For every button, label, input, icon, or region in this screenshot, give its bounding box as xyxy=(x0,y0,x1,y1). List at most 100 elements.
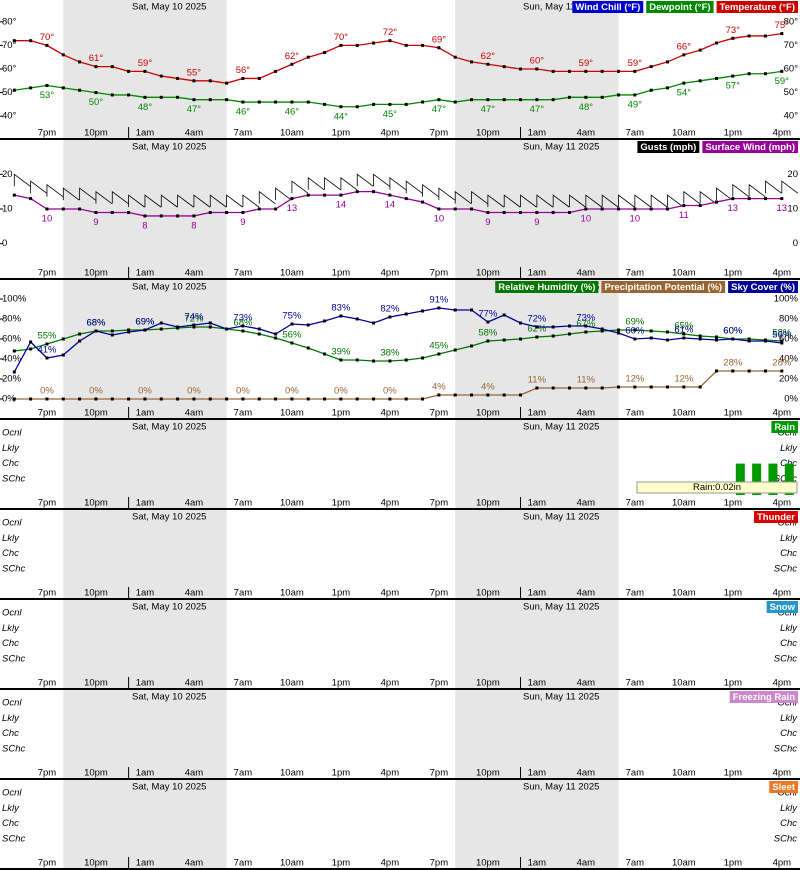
y-tick-label-right: 60% xyxy=(779,334,799,345)
point xyxy=(649,207,653,211)
point xyxy=(323,102,327,106)
x-tick-label: 7pm xyxy=(38,588,57,599)
point xyxy=(584,386,588,390)
x-tick-label: 10pm xyxy=(476,128,500,139)
night-shade xyxy=(455,280,619,418)
point xyxy=(127,210,131,214)
data-label: 14 xyxy=(385,200,396,211)
point xyxy=(486,320,490,324)
point xyxy=(274,332,278,336)
gust-flag xyxy=(79,187,96,201)
point xyxy=(159,214,163,218)
gust-flag xyxy=(373,173,390,187)
legend-label: Thunder xyxy=(757,512,795,523)
point xyxy=(159,321,163,325)
point xyxy=(731,197,735,201)
x-tick-label: 7pm xyxy=(430,498,449,509)
y-tick-label: 10 xyxy=(2,204,13,215)
point xyxy=(208,210,212,214)
data-label: 66° xyxy=(677,41,692,52)
series-line xyxy=(14,32,782,84)
x-tick-label: 10pm xyxy=(84,128,108,139)
point xyxy=(421,356,425,360)
y-tick-label-right: 100% xyxy=(774,294,799,305)
data-label: 47° xyxy=(432,104,447,115)
data-label: 72% xyxy=(527,314,547,325)
point xyxy=(241,210,245,214)
gust-flag xyxy=(438,187,456,201)
x-tick-label: 4am xyxy=(185,678,204,689)
data-label: 47° xyxy=(481,104,496,115)
x-tick-label: 7am xyxy=(626,858,645,869)
date-label: Sat, May 10 2025 xyxy=(132,602,206,613)
data-label: 12% xyxy=(674,374,694,385)
point xyxy=(176,397,180,401)
point xyxy=(519,393,523,397)
x-tick-label: 10pm xyxy=(84,768,108,779)
point xyxy=(502,65,506,69)
point xyxy=(666,338,669,342)
point xyxy=(127,330,131,334)
gust-flag xyxy=(618,194,635,208)
point xyxy=(29,39,33,43)
y-tick-label-right: 80° xyxy=(784,16,799,27)
point xyxy=(192,323,196,327)
level-label-right: Chc xyxy=(780,638,797,649)
date-label: Sat, May 10 2025 xyxy=(132,142,206,153)
gust-flag xyxy=(520,194,537,208)
data-label: 0% xyxy=(285,386,299,397)
x-tick-label: 10am xyxy=(672,408,696,419)
point xyxy=(747,337,751,341)
point xyxy=(421,100,425,104)
point xyxy=(29,86,33,90)
point xyxy=(747,197,751,201)
point xyxy=(225,327,229,331)
data-label: 68% xyxy=(233,318,253,329)
point xyxy=(584,95,588,99)
x-tick-label: 7am xyxy=(234,408,253,419)
point xyxy=(617,207,621,211)
point xyxy=(535,335,539,339)
x-tick-label: 7pm xyxy=(430,128,449,139)
data-label: 8 xyxy=(142,220,147,231)
x-tick-label: 4am xyxy=(185,128,204,139)
gust-flag xyxy=(389,176,407,191)
legend-label: Dewpoint (°F) xyxy=(649,2,710,13)
point xyxy=(12,397,16,401)
point xyxy=(470,344,474,348)
data-label: 13 xyxy=(777,203,788,214)
x-tick-label: 7pm xyxy=(430,768,449,779)
gust-flag xyxy=(650,194,668,208)
y-tick-label-right: 40° xyxy=(784,111,799,122)
point xyxy=(274,207,278,211)
data-label: 9 xyxy=(534,217,539,228)
x-tick-label: 7am xyxy=(234,768,253,779)
point xyxy=(421,43,425,47)
level-label-right: SChc xyxy=(774,743,797,754)
point xyxy=(339,358,343,362)
x-tick-label: 7am xyxy=(234,268,253,279)
gust-flag xyxy=(209,194,227,208)
data-label: 4% xyxy=(432,382,446,393)
point xyxy=(714,76,718,80)
point xyxy=(714,200,718,204)
point xyxy=(143,69,147,73)
y-tick-label: 40% xyxy=(2,354,22,365)
point xyxy=(404,312,408,316)
gust-flag xyxy=(242,194,260,208)
gust-flag xyxy=(487,194,505,208)
point xyxy=(94,397,98,401)
point xyxy=(110,65,114,69)
point xyxy=(94,329,98,333)
point xyxy=(551,69,555,73)
point xyxy=(29,340,33,344)
night-shade xyxy=(455,690,619,778)
point xyxy=(78,207,82,211)
x-tick-label: 7pm xyxy=(38,498,57,509)
point xyxy=(666,60,669,64)
x-tick-label: 1pm xyxy=(332,768,351,779)
data-label: 0% xyxy=(138,386,152,397)
point xyxy=(257,76,261,80)
night-shade xyxy=(63,420,227,508)
point xyxy=(519,321,523,325)
